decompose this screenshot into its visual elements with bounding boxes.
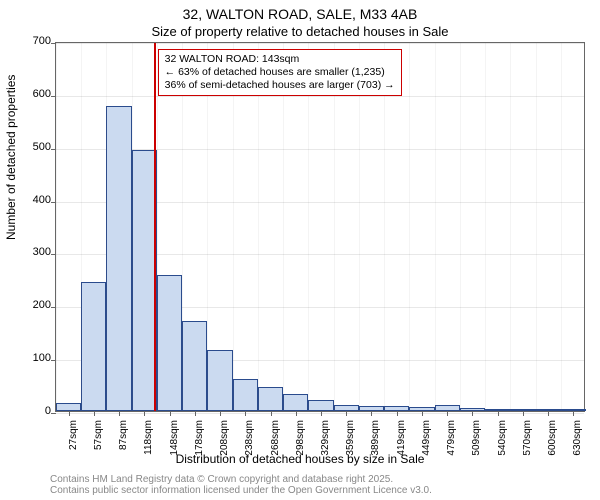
tick-mark-x — [195, 411, 196, 416]
gridline-v — [359, 43, 360, 411]
property-marker-line — [154, 43, 156, 411]
y-tick-label: 0 — [21, 405, 51, 417]
tick-mark-x — [245, 411, 246, 416]
gridline-v — [334, 43, 335, 411]
gridline-v — [157, 43, 158, 411]
tick-mark-x — [422, 411, 423, 416]
gridline-v — [561, 43, 562, 411]
y-axis-label: Number of detached properties — [4, 75, 18, 240]
histogram-bar — [258, 387, 283, 411]
histogram-bar — [81, 282, 106, 412]
gridline-v — [233, 43, 234, 411]
annotation-line: 36% of semi-detached houses are larger (… — [165, 79, 395, 92]
tick-mark-x — [472, 411, 473, 416]
histogram-bar — [283, 394, 308, 411]
histogram-bar — [233, 379, 258, 411]
tick-mark-x — [170, 411, 171, 416]
gridline-h — [56, 413, 584, 414]
y-tick-label: 600 — [21, 88, 51, 100]
histogram-bar — [106, 106, 131, 412]
tick-mark-x — [346, 411, 347, 416]
gridline-v — [258, 43, 259, 411]
y-tick-label: 400 — [21, 194, 51, 206]
gridline-v — [435, 43, 436, 411]
gridline-v — [182, 43, 183, 411]
histogram-bar — [56, 403, 81, 411]
gridline-v — [510, 43, 511, 411]
gridline-v — [56, 43, 57, 411]
histogram-bar — [207, 350, 232, 411]
gridline-v — [283, 43, 284, 411]
histogram-bar — [157, 275, 182, 411]
gridline-v — [132, 43, 133, 411]
gridline-v — [536, 43, 537, 411]
tick-mark-x — [220, 411, 221, 416]
gridline-h — [56, 43, 584, 44]
gridline-v — [460, 43, 461, 411]
y-tick-label: 700 — [21, 35, 51, 47]
gridline-v — [106, 43, 107, 411]
plot-area: 32 WALTON ROAD: 143sqm← 63% of detached … — [55, 42, 585, 412]
tick-mark-x — [573, 411, 574, 416]
chart-title-sub: Size of property relative to detached ho… — [0, 24, 600, 39]
tick-mark-x — [321, 411, 322, 416]
y-tick-label: 100 — [21, 352, 51, 364]
annotation-line: 32 WALTON ROAD: 143sqm — [165, 53, 395, 66]
annotation-box: 32 WALTON ROAD: 143sqm← 63% of detached … — [158, 49, 402, 96]
tick-mark-x — [548, 411, 549, 416]
tick-mark-x — [296, 411, 297, 416]
tick-mark-x — [144, 411, 145, 416]
tick-mark-x — [371, 411, 372, 416]
tick-mark-x — [119, 411, 120, 416]
chart-footer: Contains HM Land Registry data © Crown c… — [50, 474, 432, 496]
y-tick-label: 500 — [21, 141, 51, 153]
tick-mark-x — [523, 411, 524, 416]
tick-mark-x — [498, 411, 499, 416]
gridline-v — [485, 43, 486, 411]
tick-mark-y — [51, 413, 56, 414]
y-tick-label: 200 — [21, 299, 51, 311]
tick-mark-x — [69, 411, 70, 416]
chart-title-main: 32, WALTON ROAD, SALE, M33 4AB — [0, 6, 600, 22]
y-tick-label: 300 — [21, 246, 51, 258]
tick-mark-x — [447, 411, 448, 416]
annotation-line: ← 63% of detached houses are smaller (1,… — [165, 66, 395, 79]
gridline-v — [384, 43, 385, 411]
tick-mark-x — [397, 411, 398, 416]
histogram-bar — [308, 400, 333, 411]
tick-mark-x — [271, 411, 272, 416]
gridline-v — [409, 43, 410, 411]
footer-line-1: Contains HM Land Registry data © Crown c… — [50, 474, 432, 485]
x-axis-label: Distribution of detached houses by size … — [0, 452, 600, 466]
gridline-v — [207, 43, 208, 411]
histogram-bar — [182, 321, 207, 411]
gridline-v — [81, 43, 82, 411]
footer-line-2: Contains public sector information licen… — [50, 485, 432, 496]
gridline-v — [308, 43, 309, 411]
tick-mark-x — [94, 411, 95, 416]
property-size-chart: 32, WALTON ROAD, SALE, M33 4AB Size of p… — [0, 0, 600, 500]
